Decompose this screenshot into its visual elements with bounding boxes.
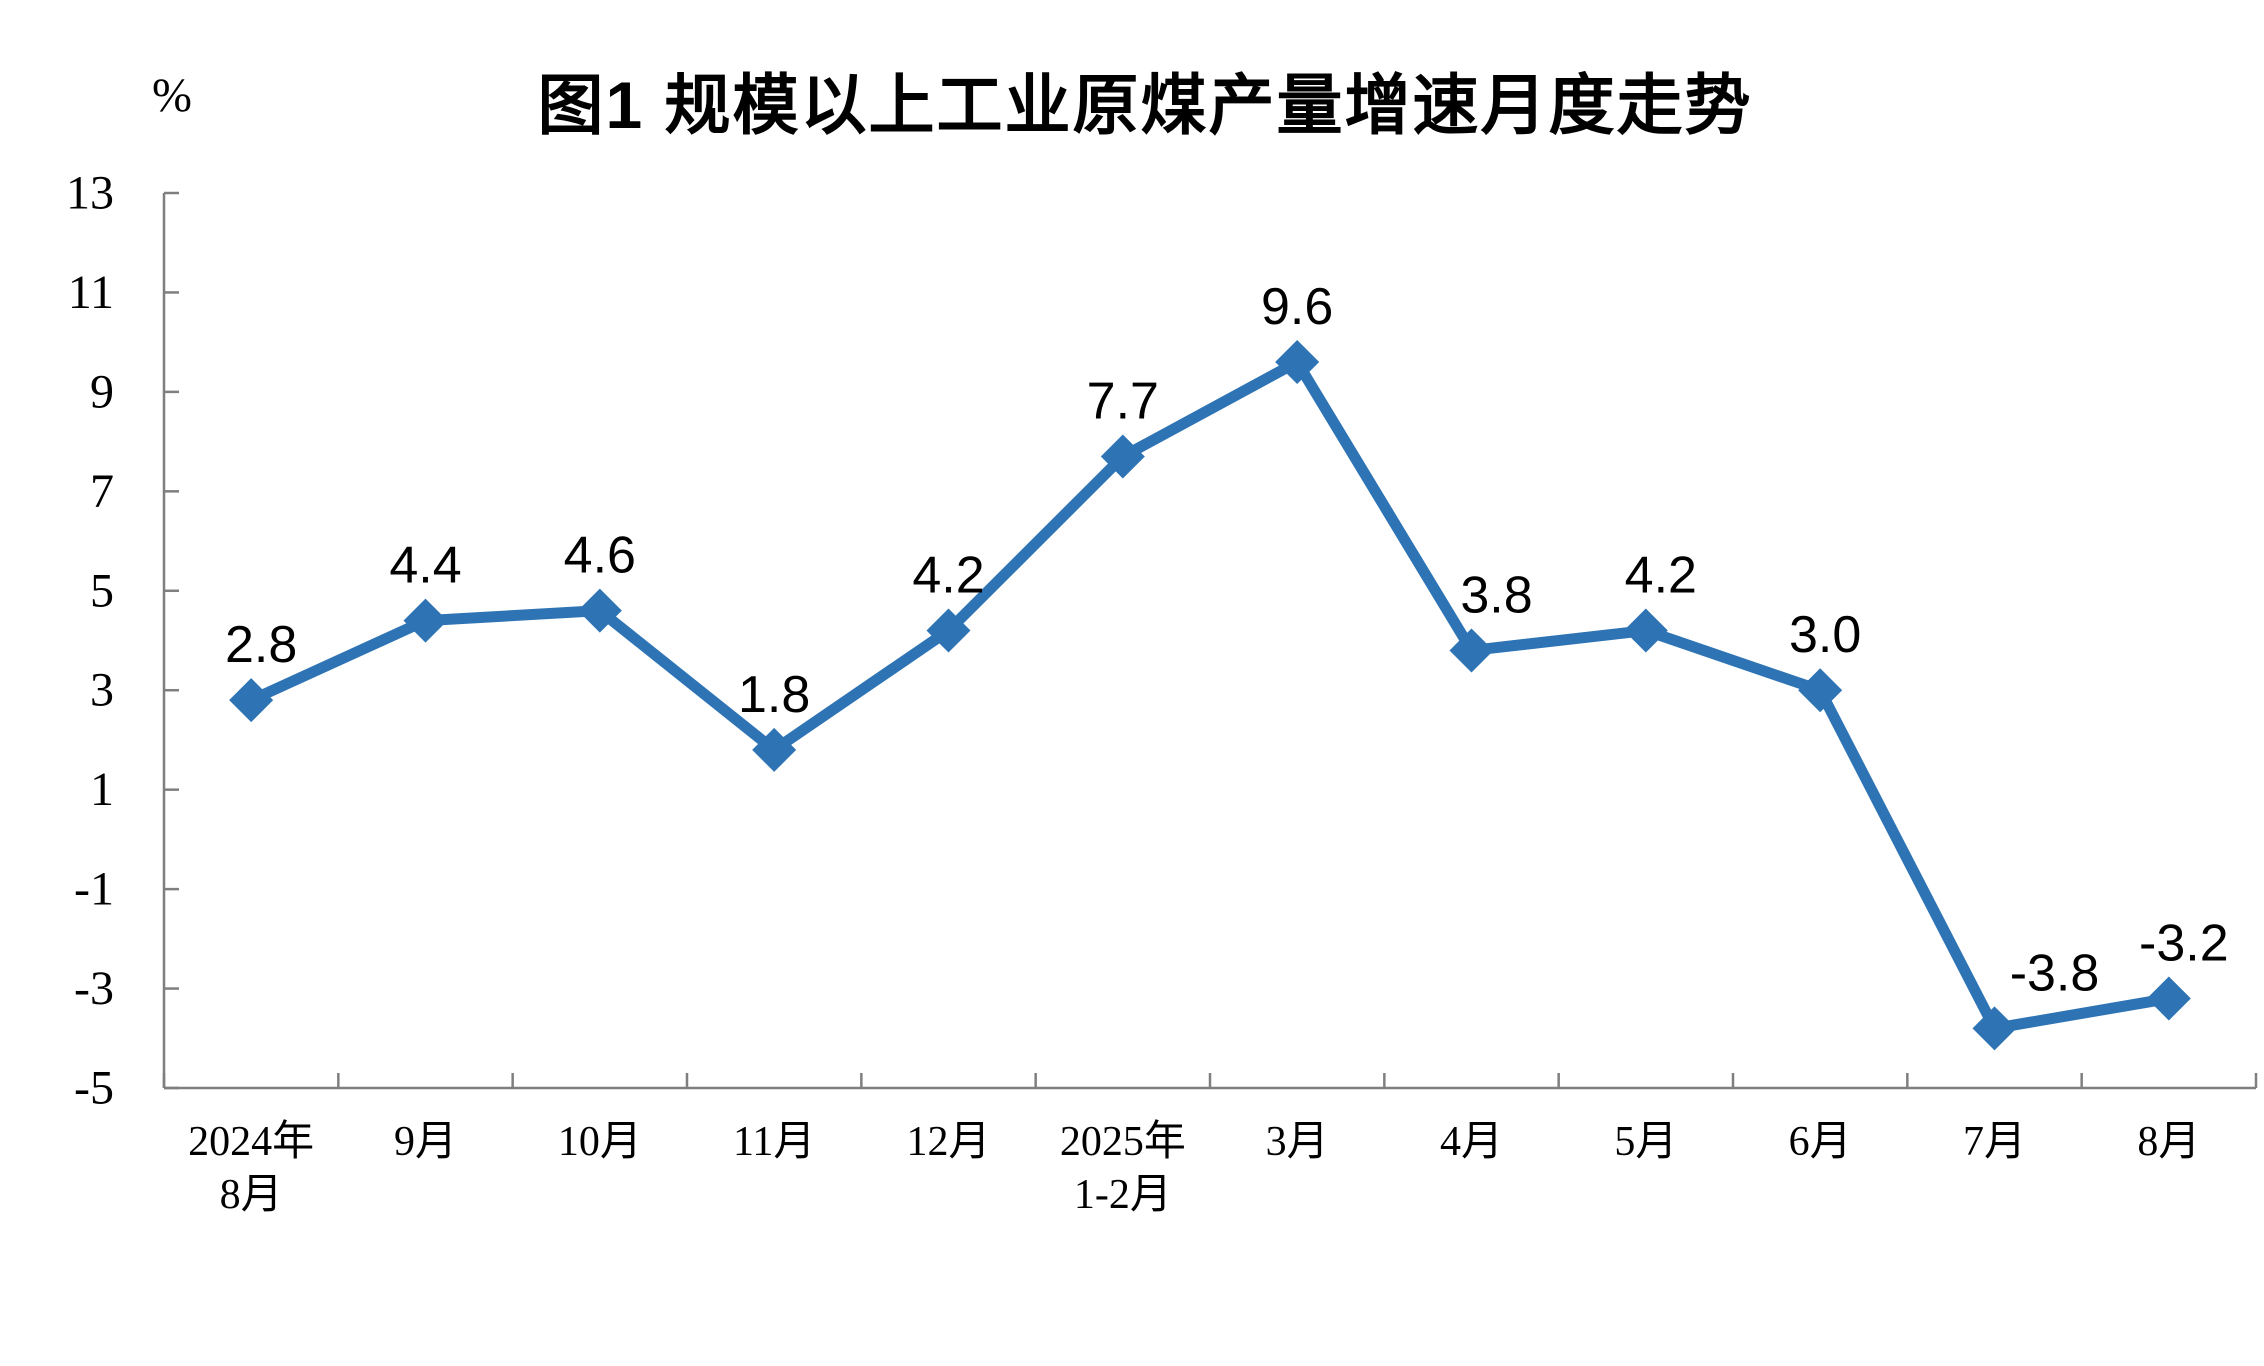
x-tick-label: 5月: [1614, 1119, 1677, 1165]
x-tick-label-line: 8月: [220, 1172, 283, 1218]
data-point-label: 4.4: [389, 537, 461, 595]
x-tick-label: 7月: [1963, 1119, 2026, 1165]
y-tick-label: 9: [90, 365, 114, 418]
data-point-marker: [229, 678, 274, 723]
x-tick-label: 4月: [1440, 1119, 1503, 1165]
data-series-line: [245, 356, 2175, 1034]
x-tick-label: 6月: [1789, 1119, 1852, 1165]
data-point-marker: [752, 727, 797, 772]
x-tick-label: 2025年 1-2月: [1060, 1118, 1186, 1218]
data-point-marker: [577, 588, 622, 633]
data-point-label: 4.2: [912, 547, 984, 605]
x-tick-label: 8月: [2137, 1119, 2200, 1165]
x-tick-label-line: 2025年: [1060, 1118, 1186, 1165]
data-point-marker: [926, 608, 971, 653]
data-point-label: 3.0: [1789, 606, 1861, 664]
data-point-label: -3.2: [2139, 915, 2229, 973]
y-tick-label: 13: [66, 167, 114, 220]
x-tick-label: 3月: [1266, 1119, 1329, 1165]
x-tick-label-line: 12月: [906, 1119, 990, 1165]
x-tick-label-line: 6月: [1789, 1119, 1852, 1165]
y-tick-label: 3: [90, 664, 114, 717]
x-tick-label: 2024年 8月: [188, 1118, 314, 1218]
data-point-marker: [2146, 976, 2191, 1021]
y-tick-label: 11: [68, 266, 114, 319]
data-point-label: 1.8: [738, 666, 810, 724]
x-tick-label-line: 11月: [733, 1119, 815, 1165]
y-tick-label: 1: [90, 763, 114, 816]
x-tick-label-line: 9月: [394, 1119, 457, 1165]
x-tick-label-line: 1-2月: [1074, 1172, 1172, 1218]
chart-title: 图1 规模以上工业原煤产量增速月度走势: [537, 68, 1753, 142]
data-point-marker: [1100, 434, 1145, 479]
data-point-marker: [403, 598, 448, 643]
data-point-marker: [1623, 608, 1668, 653]
x-tick-label-line: 10月: [558, 1119, 642, 1165]
data-point-label: 7.7: [1087, 373, 1159, 431]
y-tick-label: -5: [74, 1062, 114, 1115]
x-tick-label-line: 2024年: [188, 1118, 314, 1165]
x-tick-label: 11月: [733, 1119, 815, 1165]
data-point-marker: [1972, 1006, 2017, 1051]
y-tick-label: 7: [90, 465, 114, 518]
x-tick-label: 10月: [558, 1119, 642, 1165]
y-tick-label: -3: [74, 962, 114, 1015]
y-axis-unit-label: %: [152, 69, 192, 122]
data-point-label: 4.6: [564, 527, 636, 585]
x-tick-label: 12月: [906, 1119, 990, 1165]
y-tick-label: -1: [74, 863, 114, 916]
data-point-label: 4.2: [1625, 547, 1697, 605]
x-tick-label: 9月: [394, 1119, 457, 1165]
data-point-label: -3.8: [2010, 944, 2100, 1002]
data-point-label: 3.8: [1460, 566, 1532, 624]
data-point-marker: [1449, 628, 1494, 673]
x-tick-label-line: 8月: [2137, 1119, 2200, 1165]
x-tick-label-line: 7月: [1963, 1119, 2026, 1165]
data-point-label: 9.6: [1261, 278, 1333, 336]
data-point-marker: [1275, 340, 1320, 385]
y-tick-label: 5: [90, 564, 114, 617]
x-tick-label-line: 5月: [1614, 1119, 1677, 1165]
data-point-marker: [1798, 668, 1843, 713]
x-tick-label-line: 4月: [1440, 1119, 1503, 1165]
x-tick-label-line: 3月: [1266, 1119, 1329, 1165]
data-point-label: 2.8: [225, 616, 297, 674]
